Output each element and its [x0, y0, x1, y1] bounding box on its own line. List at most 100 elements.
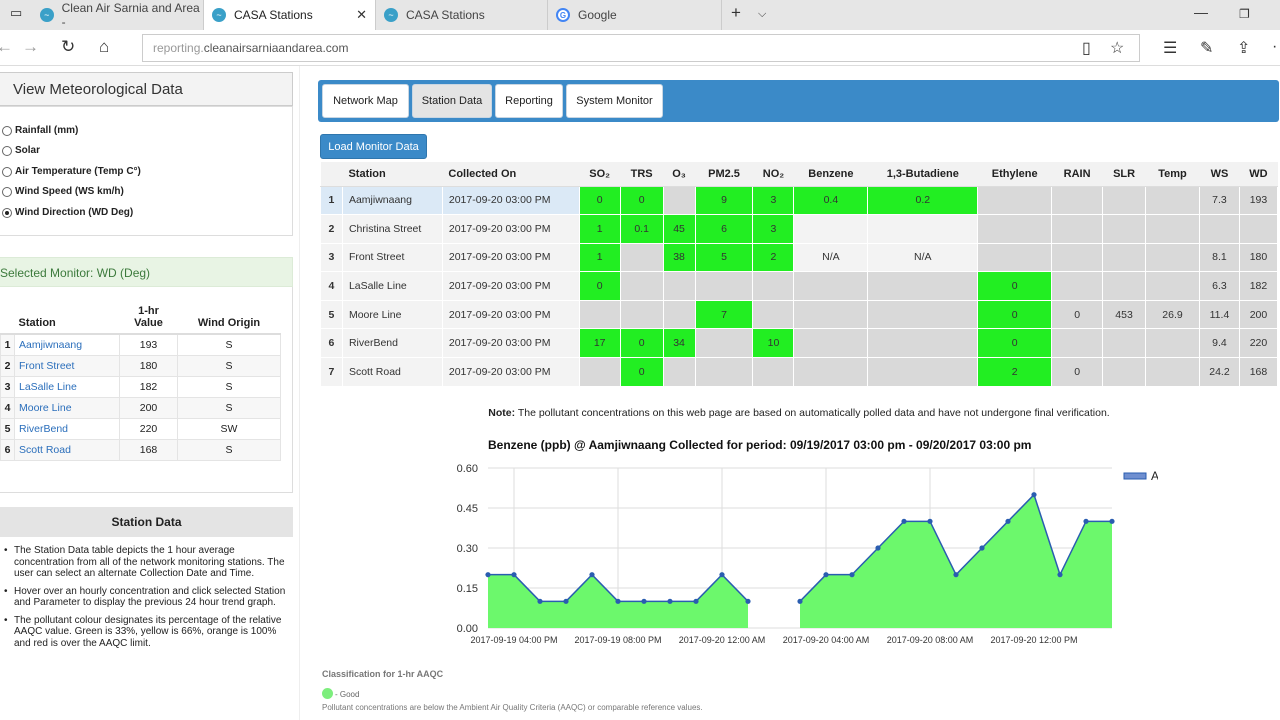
o3-cell[interactable] [662, 357, 696, 387]
rain-cell[interactable] [1051, 214, 1104, 244]
ws-cell[interactable]: 24.2 [1198, 357, 1240, 387]
o3-cell[interactable] [662, 271, 696, 301]
butadiene-cell[interactable] [867, 214, 979, 244]
station-row[interactable]: 7 Scott Road 2017-09-20 03:00 PM 0 2 0 24.2 168 [320, 357, 1279, 387]
tab-system-monitor[interactable]: System Monitor [566, 84, 663, 118]
met-option-temp[interactable]: Air Temperature (Temp C°) [2, 166, 141, 177]
so2-cell[interactable] [578, 357, 621, 387]
butadiene-cell[interactable] [867, 357, 979, 387]
station-row[interactable]: 6 RiverBend 2017-09-20 03:00 PM 17 0 34 10 0 9.4… [320, 328, 1279, 359]
station-link[interactable]: LaSalle Line [14, 375, 120, 398]
station-row[interactable]: 4 LaSalle Line 2017-09-20 03:00 PM 0 0 6.3 182 [320, 271, 1279, 301]
trs-cell[interactable] [619, 299, 664, 330]
col-ethylene[interactable]: Ethylene [977, 162, 1052, 187]
no2-cell[interactable]: 3 [752, 214, 795, 244]
pm25-cell[interactable] [694, 328, 754, 359]
slr-cell[interactable] [1102, 185, 1147, 216]
favorites-hub-icon[interactable]: ☰ [1163, 40, 1178, 57]
trs-cell[interactable]: 0 [619, 185, 664, 216]
station-link[interactable]: Moore Line [14, 396, 120, 419]
radio-icon[interactable] [2, 186, 12, 197]
col-rain[interactable]: RAIN [1051, 162, 1103, 187]
benzene-cell[interactable] [793, 357, 869, 387]
trs-cell[interactable] [619, 242, 664, 273]
web-note-icon[interactable]: ✎ [1200, 40, 1214, 57]
station-cell[interactable]: Christina Street [341, 214, 443, 244]
ws-cell[interactable]: 6.3 [1198, 271, 1240, 301]
home-icon[interactable]: ⌂ [99, 37, 110, 56]
station-row[interactable]: 5 Moore Line 2017-09-20 03:00 PM 7 0 0 453 26.9… [320, 299, 1279, 330]
no2-cell[interactable]: 2 [752, 242, 795, 273]
station-cell[interactable]: Scott Road [341, 357, 443, 387]
minimize-icon[interactable]: — [1194, 4, 1208, 20]
browser-tab-2[interactable]: ~ CASA Stations ✕ [204, 0, 376, 30]
tab-network-map[interactable]: Network Map [322, 84, 409, 118]
so2-cell[interactable]: 0 [578, 271, 621, 301]
met-option-solar[interactable]: Solar [2, 145, 40, 156]
station-link[interactable]: Aamjiwnaang [14, 333, 120, 356]
restore-icon[interactable]: ❐ [1239, 7, 1250, 21]
no2-cell[interactable] [752, 299, 795, 330]
load-monitor-data-button[interactable]: Load Monitor Data [320, 134, 427, 159]
slr-cell[interactable] [1102, 328, 1147, 359]
so2-cell[interactable]: 17 [578, 328, 621, 359]
benzene-trend-chart[interactable]: 0.00 0.15 0.30 0.45 0.60 2017-09-19 04:00 PM 2… [428, 455, 1158, 665]
monitor-row[interactable]: 2 Front Street 180 S [0, 354, 281, 377]
browser-tab-3[interactable]: ~ CASA Stations [376, 0, 548, 30]
rain-cell[interactable] [1051, 271, 1104, 301]
ethylene-cell[interactable] [977, 185, 1053, 216]
pm25-cell[interactable] [694, 271, 754, 301]
pm25-cell[interactable]: 6 [694, 214, 754, 244]
met-option-rainfall[interactable]: Rainfall (mm) [2, 125, 78, 136]
station-link[interactable]: Front Street [14, 354, 120, 377]
new-tab-icon[interactable]: + [731, 3, 741, 22]
monitor-row[interactable]: 4 Moore Line 200 S [0, 396, 281, 419]
forward-icon[interactable]: → [22, 37, 39, 56]
more-icon[interactable]: · [1272, 38, 1278, 55]
wd-cell[interactable]: 220 [1238, 328, 1279, 359]
ethylene-cell[interactable]: 0 [977, 271, 1053, 301]
pm25-cell[interactable] [694, 357, 754, 387]
rain-cell[interactable]: 0 [1051, 299, 1104, 330]
col-wd[interactable]: WD [1239, 162, 1278, 187]
back-icon[interactable]: ← [0, 37, 13, 56]
tab-station-data[interactable]: Station Data [412, 84, 492, 118]
browser-tab-1[interactable]: ~ Clean Air Sarnia and Area - [32, 0, 204, 30]
slr-cell[interactable] [1102, 271, 1147, 301]
o3-cell[interactable] [662, 185, 696, 216]
col-pm25[interactable]: PM2.5 [695, 162, 753, 187]
trs-cell[interactable]: 0 [619, 357, 664, 387]
station-cell[interactable]: RiverBend [341, 328, 443, 359]
station-cell[interactable]: Aamjiwnaang [341, 185, 443, 216]
o3-cell[interactable]: 38 [662, 242, 696, 273]
trs-cell[interactable]: 0.1 [619, 214, 664, 244]
temp-cell[interactable] [1145, 271, 1200, 301]
o3-cell[interactable]: 45 [662, 214, 696, 244]
o3-cell[interactable]: 34 [662, 328, 696, 359]
refresh-icon[interactable]: ↻ [61, 37, 76, 56]
butadiene-cell[interactable]: 0.2 [867, 185, 979, 216]
ethylene-cell[interactable]: 0 [977, 299, 1053, 330]
pm25-cell[interactable]: 5 [694, 242, 754, 273]
temp-cell[interactable]: 26.9 [1145, 299, 1200, 330]
pm25-cell[interactable]: 7 [694, 299, 754, 330]
slr-cell[interactable] [1102, 357, 1147, 387]
o3-cell[interactable] [662, 299, 696, 330]
col-benzene[interactable]: Benzene [793, 162, 868, 187]
no2-cell[interactable] [752, 271, 795, 301]
tab-reporting[interactable]: Reporting [495, 84, 563, 118]
met-option-wind-speed[interactable]: Wind Speed (WS km/h) [2, 186, 124, 197]
temp-cell[interactable] [1145, 242, 1200, 273]
reading-view-icon[interactable]: ▯ [1082, 40, 1091, 57]
temp-cell[interactable] [1145, 357, 1200, 387]
butadiene-cell[interactable]: N/A [867, 242, 979, 273]
wd-cell[interactable]: 182 [1238, 271, 1279, 301]
monitor-row[interactable]: 1 Aamjiwnaang 193 S [0, 333, 281, 356]
col-no2[interactable]: NO₂ [752, 162, 794, 187]
col-ws[interactable]: WS [1199, 162, 1240, 187]
rain-cell[interactable]: 0 [1051, 357, 1104, 387]
butadiene-cell[interactable] [867, 271, 979, 301]
radio-checked-icon[interactable] [2, 207, 12, 218]
radio-icon[interactable] [2, 125, 12, 136]
station-row[interactable]: 3 Front Street 2017-09-20 03:00 PM 1 38 5 2 N/A… [320, 242, 1279, 273]
